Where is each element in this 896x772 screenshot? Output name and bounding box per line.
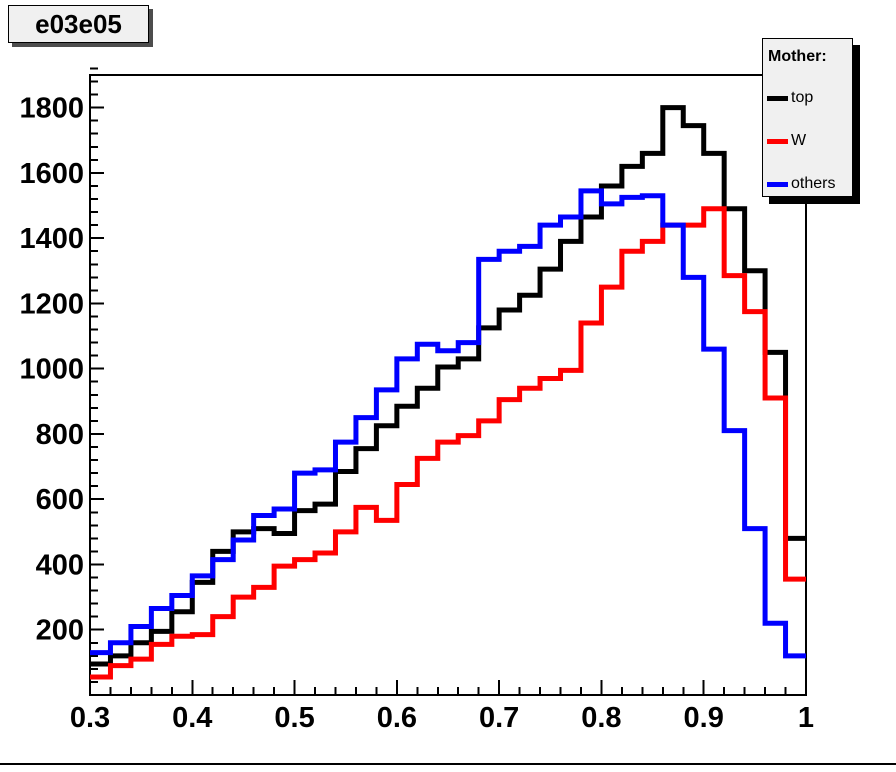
histogram-others	[90, 188, 806, 659]
y-axis-tick-label: 1400	[19, 223, 84, 255]
x-axis-tick-label: 0.3	[70, 702, 110, 734]
y-axis-tick-label: 1600	[19, 158, 84, 190]
legend-line-sample-blue	[767, 181, 788, 187]
histogram-title-box[interactable]: e03e05	[8, 5, 149, 43]
legend-entry-label: others	[791, 175, 836, 192]
legend-entry-label: W	[791, 132, 807, 149]
y-axis-tick-label: 200	[36, 615, 84, 647]
canvas-bottom-border	[0, 763, 896, 765]
y-axis-tick-label: 1800	[19, 93, 84, 125]
x-axis-tick-label: 0.8	[581, 702, 621, 734]
y-axis-tick-label: 1000	[19, 354, 84, 386]
legend-entry-others: others	[767, 175, 835, 193]
x-axis-tick-label: 0.7	[479, 702, 519, 734]
legend-box[interactable]: Mother: top W others	[762, 38, 853, 197]
legend-line-sample-red	[767, 138, 788, 144]
histogram-top	[90, 105, 806, 667]
y-axis-tick-label: 800	[36, 419, 84, 451]
legend-line-sample-black	[767, 95, 788, 101]
x-axis-tick-label: 0.6	[377, 702, 417, 734]
legend-title: Mother:	[768, 48, 827, 65]
x-axis-tick-label: 1	[798, 702, 814, 734]
x-axis-tick-label: 0.9	[684, 702, 724, 734]
x-axis-tick-label: 0.5	[274, 702, 314, 734]
y-axis-tick-label: 600	[36, 484, 84, 516]
y-axis-tick-label: 1200	[19, 288, 84, 320]
legend-entry-label: top	[791, 89, 814, 106]
legend-entry-w: W	[767, 132, 806, 150]
y-axis-tick-label: 400	[36, 549, 84, 581]
plot-frame	[89, 74, 807, 696]
legend-entry-top: top	[767, 89, 813, 107]
histogram-title: e03e05	[35, 9, 122, 39]
x-axis-tick-label: 0.4	[172, 702, 212, 734]
